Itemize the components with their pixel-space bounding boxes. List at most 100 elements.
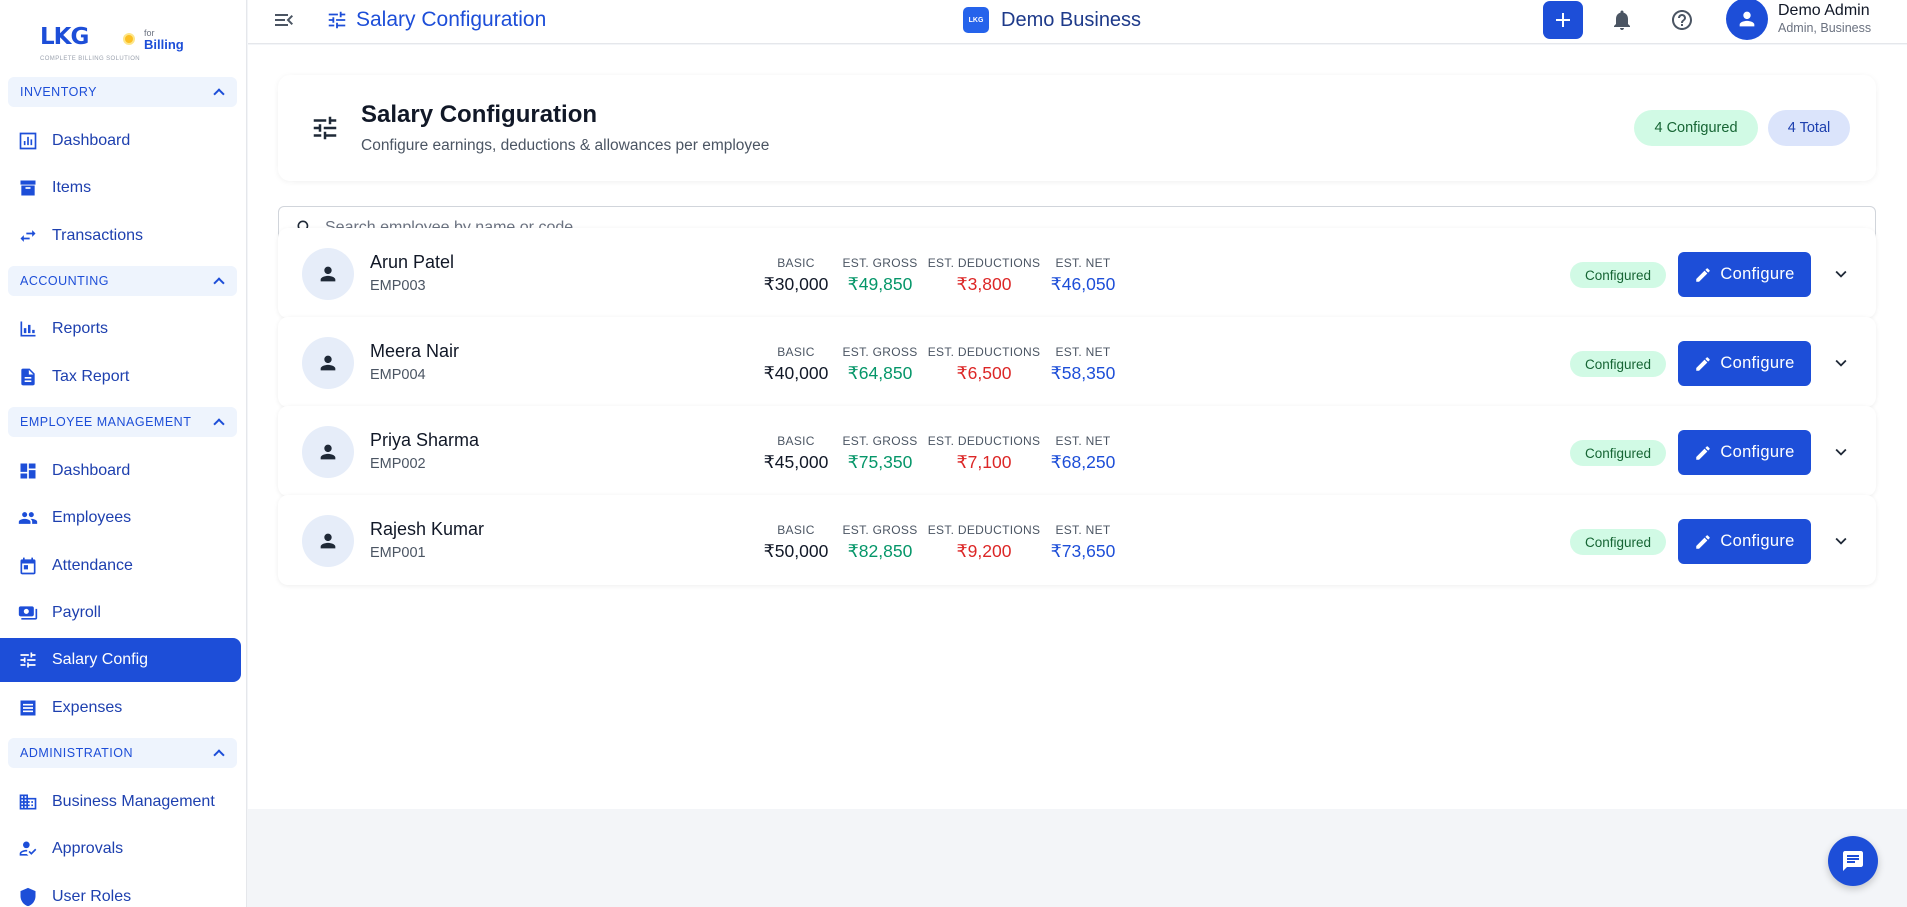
user-icon — [1739, 11, 1755, 27]
sidebar-item-dashboard[interactable]: Dashboard — [0, 119, 241, 163]
stat-net: EST. NET ₹46,050 — [1043, 256, 1123, 295]
sidebar-item-label: Payroll — [52, 604, 101, 621]
calendar-icon — [18, 556, 38, 576]
stat-label: EST. DEDUCTIONS — [927, 434, 1041, 448]
stat-label: BASIC — [777, 345, 815, 359]
configure-button[interactable]: Configure — [1678, 430, 1811, 475]
sidebar-item-reports[interactable]: Reports — [0, 307, 241, 351]
section-label: EMPLOYEE MANAGEMENT — [20, 415, 192, 429]
sidebar-item-business-management[interactable]: Business Management — [0, 780, 241, 824]
configured-count-badge: 4 Configured — [1634, 110, 1758, 146]
chevron-down-icon[interactable] — [1830, 352, 1852, 374]
stat-label: EST. NET — [1055, 345, 1111, 359]
chevron-up-icon — [213, 418, 225, 430]
stat-basic: BASIC ₹40,000 — [761, 345, 831, 384]
stat-value: ₹9,200 — [956, 541, 1012, 561]
sidebar-item-salary-config[interactable]: Salary Config — [0, 638, 241, 682]
business-name[interactable]: Demo Business — [1001, 9, 1142, 31]
chart-icon — [18, 319, 38, 339]
stat-label: BASIC — [777, 256, 815, 270]
avatar — [302, 337, 354, 389]
sidebar-item-transactions[interactable]: Transactions — [0, 214, 241, 258]
section-employee-management[interactable]: EMPLOYEE MANAGEMENT — [8, 407, 237, 437]
employee-card[interactable]: Rajesh Kumar EMP001 BASIC ₹50,000 EST. G… — [278, 495, 1876, 585]
sidebar-item-attendance[interactable]: Attendance — [0, 544, 241, 588]
page-title: Salary Configuration — [356, 8, 547, 31]
stat-basic: BASIC ₹50,000 — [761, 523, 831, 562]
section-accounting[interactable]: ACCOUNTING — [8, 266, 237, 296]
sidebar-item-label: Employees — [52, 509, 132, 526]
stat-value: ₹6,500 — [956, 363, 1012, 383]
section-label: ADMINISTRATION — [20, 746, 134, 760]
configure-button[interactable]: Configure — [1678, 341, 1811, 386]
chevron-down-icon[interactable] — [1830, 441, 1852, 463]
stat-label: EST. DEDUCTIONS — [927, 256, 1041, 270]
sidebar-item-approvals[interactable]: Approvals — [0, 827, 241, 871]
stat-basic: BASIC ₹45,000 — [761, 434, 831, 473]
stat-label: EST. NET — [1055, 434, 1111, 448]
brand-logo[interactable]: LKG for Billing COMPLETE BILLING SOLUTIO… — [0, 0, 246, 85]
sidebar-item-label: Dashboard — [52, 132, 131, 149]
section-title: Salary Configuration — [361, 101, 598, 128]
sidebar-item-employee-dashboard[interactable]: Dashboard — [0, 449, 241, 493]
chevron-down-icon[interactable] — [1830, 530, 1852, 552]
person-icon — [320, 444, 336, 460]
configure-button[interactable]: Configure — [1678, 519, 1811, 564]
stat-basic: BASIC ₹30,000 — [761, 256, 831, 295]
menu-collapse-icon[interactable] — [272, 8, 296, 32]
stat-label: EST. NET — [1055, 256, 1111, 270]
swap-icon — [18, 226, 38, 246]
bell-icon[interactable] — [1610, 8, 1634, 32]
sidebar-item-user-roles[interactable]: User Roles — [0, 875, 241, 907]
avatar[interactable] — [1726, 0, 1768, 40]
user-name[interactable]: Demo Admin — [1778, 2, 1870, 19]
stat-net: EST. NET ₹73,650 — [1043, 523, 1123, 562]
chat-button[interactable] — [1828, 836, 1878, 886]
stat-gross: EST. GROSS ₹49,850 — [840, 256, 920, 295]
sidebar-item-expenses[interactable]: Expenses — [0, 686, 241, 730]
employee-card[interactable]: Arun Patel EMP003 BASIC ₹30,000 EST. GRO… — [278, 228, 1876, 318]
sidebar-item-label: Reports — [52, 320, 109, 337]
stat-value: ₹40,000 — [763, 363, 829, 383]
stat-value: ₹50,000 — [763, 541, 829, 561]
sidebar-item-payroll[interactable]: Payroll — [0, 591, 241, 635]
brand-tagline: COMPLETE BILLING SOLUTION — [40, 56, 141, 62]
chevron-down-icon[interactable] — [1830, 263, 1852, 285]
section-label: INVENTORY — [20, 85, 97, 99]
stat-label: EST. DEDUCTIONS — [927, 345, 1041, 359]
employee-card[interactable]: Meera Nair EMP004 BASIC ₹40,000 EST. GRO… — [278, 317, 1876, 407]
stat-value: ₹7,100 — [956, 452, 1012, 472]
total-count-badge: 4 Total — [1768, 110, 1850, 146]
person-icon — [320, 355, 336, 371]
employee-card[interactable]: Priya Sharma EMP002 BASIC ₹45,000 EST. G… — [278, 406, 1876, 496]
configure-button-label: Configure — [1720, 265, 1795, 283]
employee-code: EMP001 — [370, 545, 426, 561]
stat-label: EST. GROSS — [842, 434, 918, 448]
avatar — [302, 248, 354, 300]
section-inventory[interactable]: INVENTORY — [8, 77, 237, 107]
status-badge: Configured — [1570, 440, 1666, 466]
stat-label: EST. GROSS — [842, 523, 918, 537]
sidebar-item-items[interactable]: Items — [0, 166, 241, 210]
main-content: Salary Configuration Configure earnings,… — [248, 45, 1907, 809]
chevron-up-icon — [213, 749, 225, 761]
sidebar-item-employees[interactable]: Employees — [0, 496, 241, 540]
pencil-icon — [1696, 267, 1711, 282]
chevron-up-icon — [213, 277, 225, 289]
page-footer-area — [248, 809, 1907, 907]
help-icon[interactable] — [1670, 8, 1694, 32]
list-icon — [18, 698, 38, 718]
add-button[interactable] — [1543, 1, 1583, 39]
employee-code: EMP002 — [370, 456, 426, 472]
stat-label: EST. NET — [1055, 523, 1111, 537]
section-administration[interactable]: ADMINISTRATION — [8, 738, 237, 768]
document-icon — [18, 367, 38, 387]
stat-value: ₹45,000 — [763, 452, 829, 472]
stat-net: EST. NET ₹58,350 — [1043, 345, 1123, 384]
sidebar-item-label: Tax Report — [52, 368, 130, 385]
configure-button-label: Configure — [1720, 532, 1795, 550]
sidebar-item-tax-report[interactable]: Tax Report — [0, 355, 241, 399]
configure-button[interactable]: Configure — [1678, 252, 1811, 297]
sliders-icon — [326, 9, 348, 31]
employee-name: Meera Nair — [370, 341, 460, 361]
